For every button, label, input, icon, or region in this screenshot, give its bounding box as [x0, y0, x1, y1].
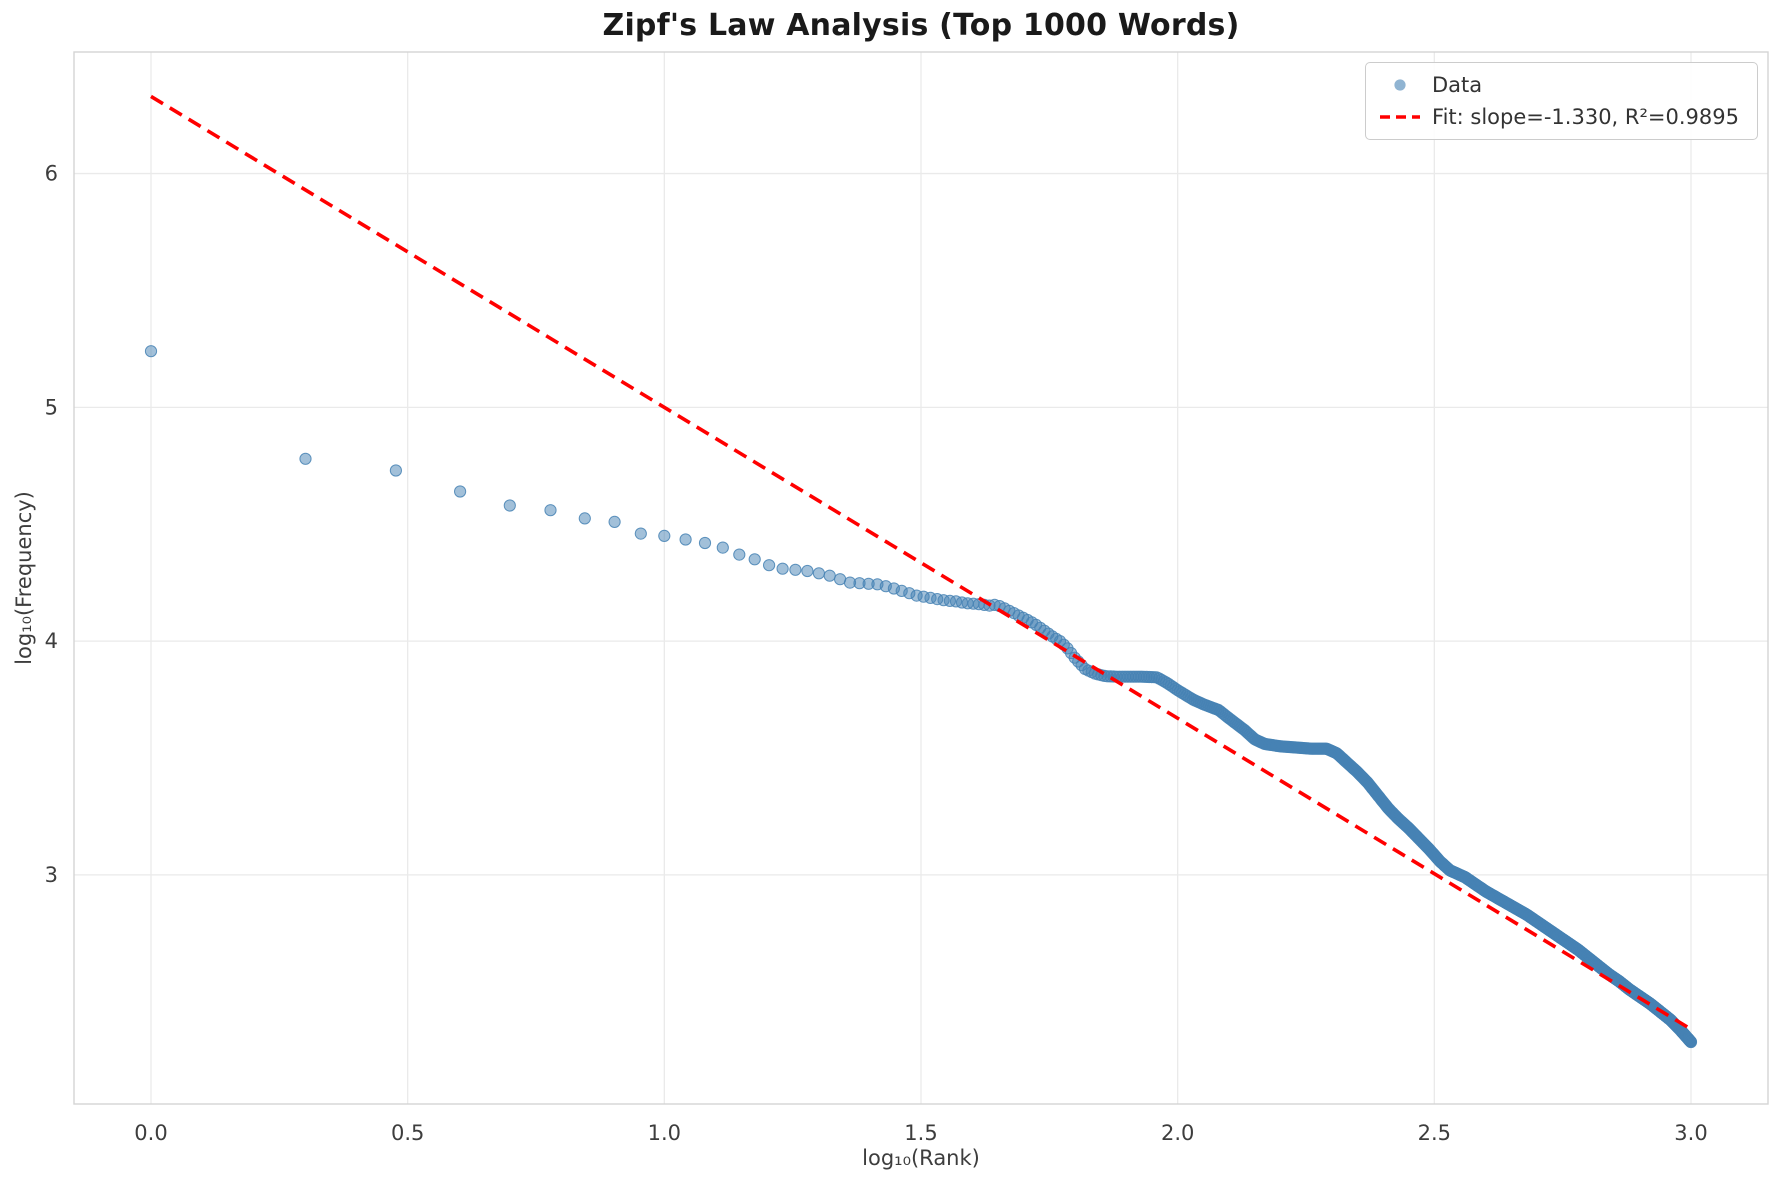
svg-text:1.0: 1.0: [648, 1121, 681, 1145]
legend: Data Fit: slope=-1.330, R²=0.9895: [1365, 62, 1758, 140]
scatter-marker-icon: [1378, 76, 1422, 94]
legend-entry-fit: Fit: slope=-1.330, R²=0.9895: [1378, 105, 1739, 129]
svg-text:4: 4: [45, 629, 58, 653]
legend-data-dot: [1394, 79, 1406, 91]
chart-title: Zipf's Law Analysis (Top 1000 Words): [602, 8, 1240, 43]
svg-text:0.0: 0.0: [134, 1121, 167, 1145]
x-axis-label: log₁₀(Rank): [862, 1146, 980, 1170]
svg-text:3: 3: [45, 863, 58, 887]
svg-text:0.5: 0.5: [391, 1121, 424, 1145]
svg-text:5: 5: [45, 395, 58, 419]
svg-text:1.5: 1.5: [904, 1121, 937, 1145]
legend-label-data: Data: [1432, 73, 1483, 97]
legend-entry-data: Data: [1378, 73, 1739, 97]
dashed-line-icon: [1378, 108, 1422, 126]
y-axis-label: log₁₀(Frequency): [12, 491, 36, 665]
svg-text:2.5: 2.5: [1418, 1121, 1451, 1145]
svg-text:2.0: 2.0: [1161, 1121, 1194, 1145]
svg-text:3.0: 3.0: [1674, 1121, 1707, 1145]
svg-text:6: 6: [45, 162, 58, 186]
legend-label-fit: Fit: slope=-1.330, R²=0.9895: [1432, 105, 1739, 129]
